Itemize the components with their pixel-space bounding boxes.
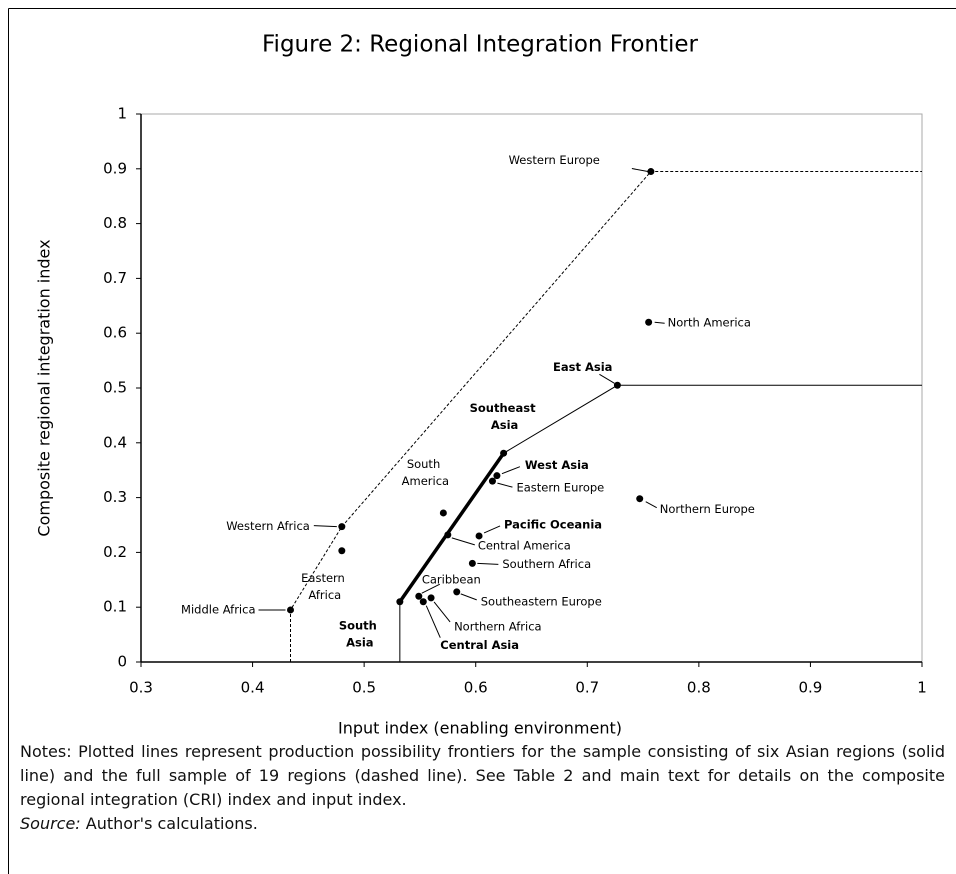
leader-line (497, 482, 513, 488)
point-label: Central Asia (440, 638, 519, 652)
leader-line (433, 601, 451, 623)
y-tick-label: 0.5 (103, 379, 127, 397)
leader-line (425, 605, 441, 638)
chart-title: Figure 2: Regional Integration Frontier (262, 32, 699, 58)
data-point (647, 168, 655, 176)
point-label: North America (668, 316, 751, 330)
point-label: East Asia (553, 360, 612, 374)
notes-text: Notes: Plotted lines represent productio… (20, 742, 945, 809)
data-point (493, 472, 501, 480)
data-point (475, 532, 483, 540)
data-point (613, 381, 621, 389)
point-label: Eastern Africa (301, 570, 348, 601)
data-point (645, 318, 653, 326)
y-tick-label: 0.7 (103, 269, 127, 287)
y-tick-label: 0.3 (103, 488, 127, 506)
label-line: Eastern (301, 570, 348, 584)
label-line: Asia (491, 418, 518, 432)
point-label: Northern Europe (660, 502, 755, 516)
leader-line (631, 168, 648, 173)
point-label: Middle Africa (181, 602, 255, 616)
y-tick-label: 0.4 (103, 433, 127, 451)
data-point (338, 547, 346, 555)
leader-line (451, 537, 475, 546)
data-point (439, 509, 447, 517)
data-point (453, 588, 461, 596)
data-point (500, 449, 508, 457)
data-point (287, 606, 295, 614)
point-label: Southeast Asia (470, 401, 540, 432)
data-point (468, 559, 476, 567)
y-tick-label: 1 (117, 105, 127, 123)
y-tick-label: 0.9 (103, 159, 127, 177)
label-line: Africa (308, 587, 341, 601)
x-tick-label: 0.9 (798, 679, 822, 697)
point-label: South America (402, 456, 449, 487)
data-point (396, 598, 404, 606)
y-tick-label: 0 (117, 653, 127, 671)
point-label: South Asia (339, 618, 381, 649)
leader-line (477, 562, 499, 565)
point-label: Northern Africa (454, 619, 542, 633)
notes: Notes: Plotted lines represent productio… (20, 740, 945, 836)
x-tick-label: 0.8 (687, 679, 711, 697)
leader-line (501, 466, 521, 475)
x-tick-label: 1 (917, 679, 927, 697)
point-label: Southeastern Europe (481, 594, 602, 608)
frontier-line (398, 452, 506, 603)
point-label: Pacific Oceania (504, 517, 602, 531)
x-tick-label: 0.4 (241, 679, 265, 697)
point-label: Caribbean (422, 573, 481, 587)
frontier-line (290, 171, 922, 662)
leader-line (599, 373, 615, 384)
data-point (444, 531, 452, 539)
label-line: South (339, 618, 381, 632)
x-tick-label: 0.3 (129, 679, 153, 697)
data-point (427, 594, 435, 602)
leader-line (460, 593, 477, 601)
point-label: Eastern Europe (516, 481, 604, 495)
label-line: Asia (346, 635, 373, 649)
x-axis-label: Input index (enabling environment) (338, 719, 622, 738)
x-tick-label: 0.5 (352, 679, 376, 697)
data-point (419, 598, 427, 606)
point-label: Southern Africa (502, 557, 591, 571)
leader-line (654, 321, 665, 324)
y-tick-label: 0.2 (103, 543, 127, 561)
data-point (488, 477, 496, 485)
y-tick-label: 0.1 (103, 598, 127, 616)
source-label: Source: (20, 814, 81, 833)
leader-line (421, 583, 441, 594)
data-point (636, 495, 644, 503)
leader-line (313, 525, 337, 528)
leader-line (483, 525, 501, 534)
plot-frame (140, 113, 923, 663)
label-line: Southeast (470, 401, 540, 415)
x-tick-label: 0.7 (575, 679, 599, 697)
point-label: Central America (478, 538, 571, 552)
source-text: Author's calculations. (85, 814, 258, 833)
leader-line (645, 501, 657, 509)
y-axis-label: Composite regional integration index (35, 239, 54, 536)
data-point (415, 592, 423, 600)
point-label: Western Europe (509, 153, 600, 167)
label-line: America (402, 473, 449, 487)
data-point (338, 523, 346, 531)
frontier-line (503, 384, 922, 454)
point-label: West Asia (525, 458, 589, 472)
y-tick-label: 0.8 (103, 214, 127, 232)
y-tick-label: 0.6 (103, 324, 127, 342)
point-label: Western Africa (226, 519, 310, 533)
x-tick-label: 0.6 (464, 679, 488, 697)
label-line: South (407, 456, 444, 470)
